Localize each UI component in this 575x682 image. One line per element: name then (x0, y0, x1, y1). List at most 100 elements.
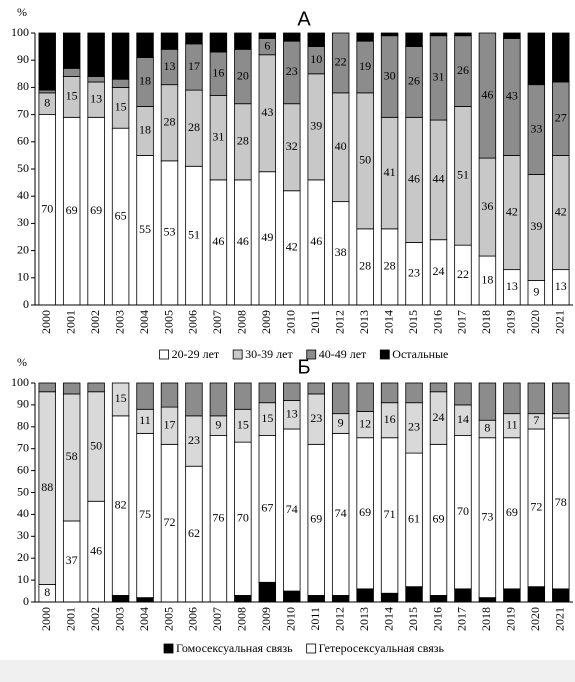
value-label: 13 (164, 59, 176, 73)
value-label: 42 (506, 204, 518, 218)
x-tick-label: 2019 (504, 310, 518, 334)
value-label: 30 (384, 68, 396, 82)
value-label: 74 (286, 502, 298, 516)
bar-segment (552, 588, 570, 603)
legend-label: Гетеросексуальная связь (319, 641, 445, 655)
bar-segment (454, 32, 472, 37)
value-label: 39 (530, 219, 542, 233)
x-tick-label: 2015 (406, 607, 420, 631)
value-label: 7 (533, 413, 539, 427)
bar-segment (234, 382, 252, 410)
bar-segment (405, 382, 423, 404)
value-label: 46 (408, 172, 420, 186)
value-label: 61 (408, 512, 420, 526)
y-tick-label: 30 (17, 215, 29, 229)
legend-label: Остальные (392, 347, 448, 361)
chart-title: А (297, 8, 311, 30)
bar-segment (38, 382, 56, 393)
value-label: 46 (310, 234, 322, 248)
value-label: 67 (261, 501, 273, 515)
legend-swatch (163, 643, 174, 654)
bar-segment (234, 595, 252, 603)
value-label: 28 (237, 134, 249, 148)
x-tick-label: 2007 (210, 310, 224, 334)
x-tick-label: 2013 (357, 607, 371, 631)
value-label: 18 (139, 74, 151, 88)
value-label: 13 (90, 91, 102, 105)
value-label: 41 (384, 165, 396, 179)
value-label: 70 (237, 511, 249, 525)
bar-segment (429, 32, 448, 37)
value-label: 69 (310, 512, 322, 526)
bar-segment (111, 595, 130, 603)
bar-segment (503, 382, 521, 415)
value-label: 74 (335, 506, 347, 520)
bar-segment (331, 382, 350, 415)
y-tick-label: 30 (17, 528, 29, 542)
x-tick-label: 2015 (406, 310, 420, 334)
x-tick-label: 2001 (63, 607, 77, 631)
value-label: 20 (237, 68, 249, 82)
legend-swatch (159, 349, 170, 360)
x-tick-label: 2021 (553, 607, 567, 631)
x-tick-label: 2005 (161, 310, 175, 334)
x-tick-label: 2002 (88, 310, 102, 334)
bar-segment (356, 382, 374, 412)
bar-segment (478, 32, 497, 159)
value-label: 39 (310, 119, 322, 133)
bar-segment (87, 32, 105, 77)
value-label: 88 (41, 480, 53, 494)
bar-segment (160, 32, 179, 50)
value-label: 51 (457, 168, 469, 182)
value-label: 19 (359, 59, 371, 73)
x-tick-label: 2012 (332, 310, 346, 334)
bar-segment (283, 382, 301, 401)
y-tick-label: 60 (17, 134, 29, 148)
value-label: 10 (310, 52, 322, 66)
value-label: 15 (261, 411, 273, 425)
bar-segment (160, 382, 179, 408)
legend-swatch (232, 349, 243, 360)
bar-segment (258, 581, 277, 603)
value-label: 8 (484, 421, 490, 435)
x-tick-label: 2010 (284, 310, 298, 334)
value-label: 23 (310, 411, 322, 425)
bar-segment (209, 32, 228, 53)
value-label: 58 (66, 449, 78, 463)
bar-segment (111, 78, 130, 88)
value-label: 72 (164, 515, 176, 529)
bar-segment (429, 595, 448, 603)
x-tick-label: 2002 (88, 607, 102, 631)
bar-segment (356, 32, 374, 42)
value-label: 46 (212, 234, 224, 248)
bar-segment (307, 382, 325, 395)
y-axis-label: % (17, 5, 27, 19)
value-label: 22 (335, 55, 347, 69)
bar-segment (87, 382, 105, 393)
legend-swatch (379, 349, 390, 360)
y-tick-label: 70 (17, 106, 29, 120)
value-label: 49 (261, 230, 273, 244)
legend-label: 30-39 лет (245, 347, 293, 361)
legend-label: 20-29 лет (172, 347, 220, 361)
x-tick-label: 2013 (357, 310, 371, 334)
value-label: 12 (359, 416, 371, 430)
x-tick-label: 2006 (186, 607, 200, 631)
value-label: 71 (384, 507, 396, 521)
value-label: 17 (188, 59, 200, 73)
value-label: 11 (506, 417, 518, 431)
value-label: 13 (506, 279, 518, 293)
bar-segment (136, 597, 154, 603)
value-label: 33 (530, 121, 542, 135)
x-tick-label: 2017 (455, 310, 469, 334)
bar-segment (380, 592, 399, 603)
value-label: 23 (408, 265, 420, 279)
y-tick-label: 40 (17, 506, 29, 520)
value-label: 37 (66, 553, 78, 567)
x-tick-label: 2003 (112, 607, 126, 631)
value-label: 69 (506, 505, 518, 519)
value-label: 22 (457, 267, 469, 281)
bar-segment (136, 32, 154, 58)
